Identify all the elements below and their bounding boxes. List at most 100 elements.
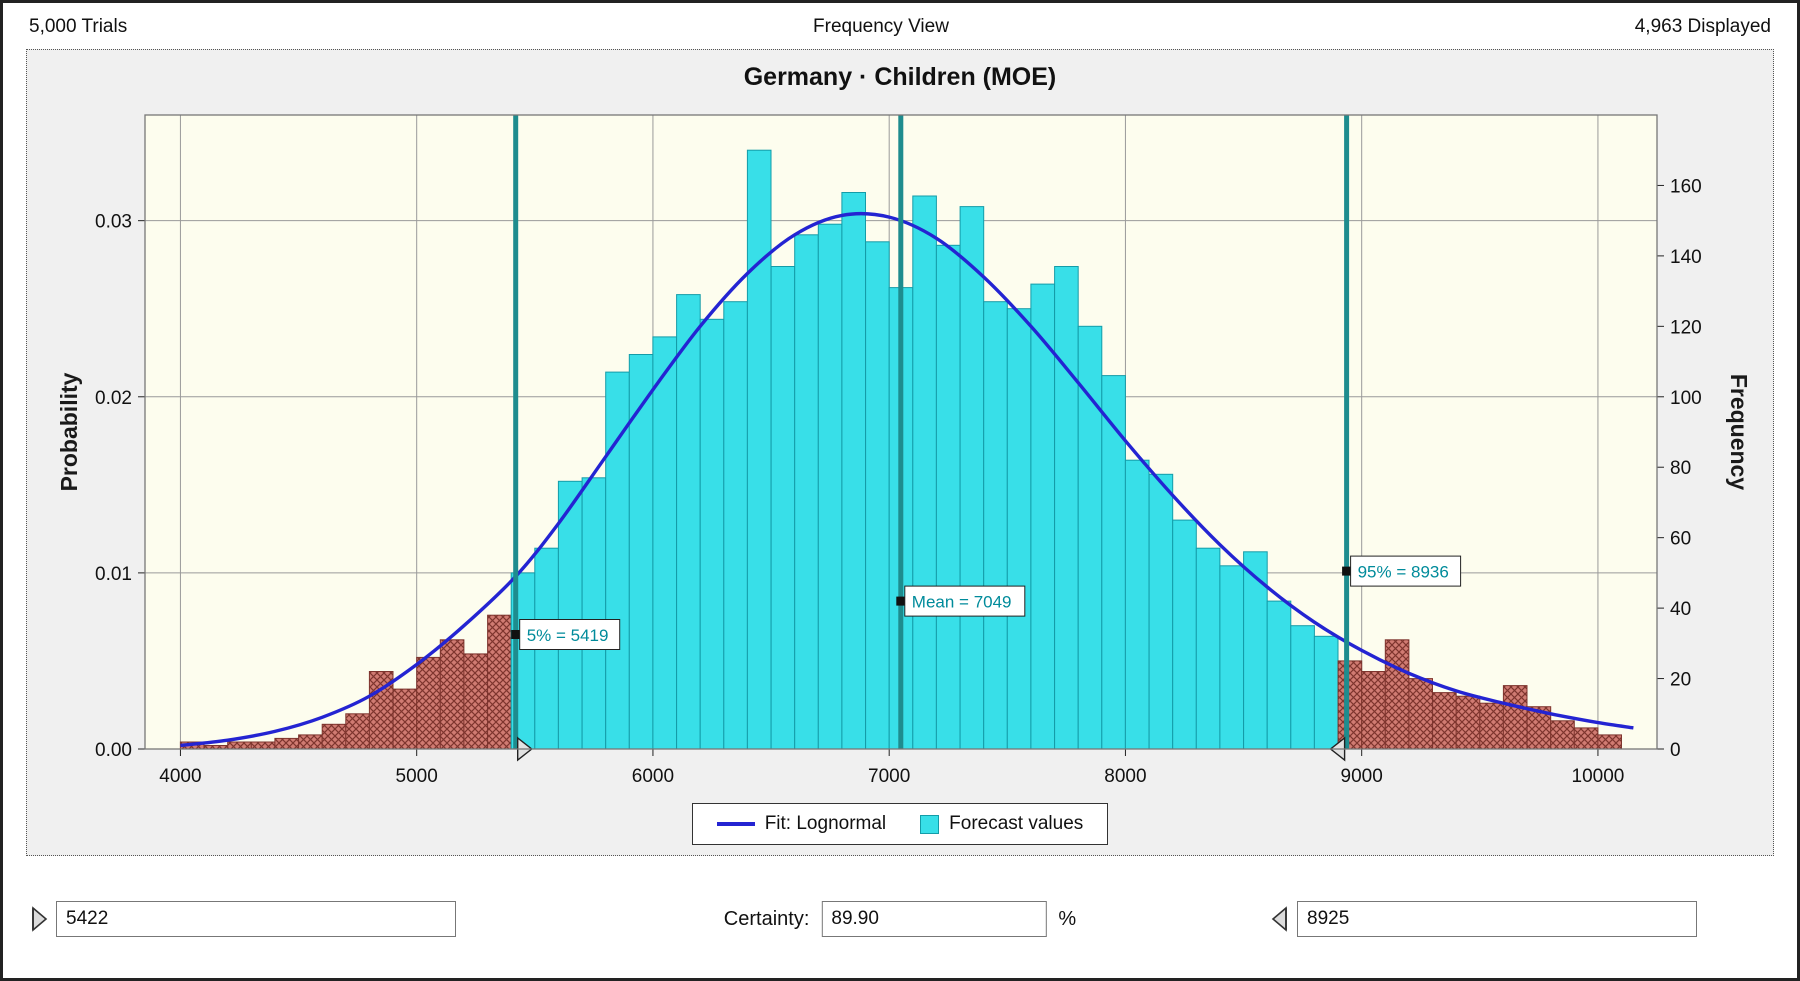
histogram-bar <box>1124 459 1150 750</box>
mean-label: Mean = 7049 <box>912 593 1012 612</box>
histogram-bar <box>416 656 441 750</box>
x-tick-label: 8000 <box>1104 766 1146 787</box>
probability-tick-label: 0.00 <box>95 740 132 761</box>
max-grabber-icon[interactable] <box>1270 905 1290 933</box>
header-bar: 5,000 Trials Frequency View 4,963 Displa… <box>3 3 1797 47</box>
histogram-bar <box>463 653 488 750</box>
histogram-bar <box>274 737 299 750</box>
histogram-bar <box>345 713 370 750</box>
histogram-bar <box>1266 600 1292 750</box>
histogram-bar <box>298 734 323 750</box>
histogram-bar <box>1550 720 1575 750</box>
histogram-bar <box>1148 473 1174 750</box>
x-tick-label: 6000 <box>632 766 674 787</box>
histogram-bar <box>959 206 985 750</box>
histogram-bar <box>770 266 796 750</box>
histogram-bar <box>1195 547 1221 750</box>
p5-marker-handle[interactable] <box>511 630 521 639</box>
histogram-bar <box>935 244 961 750</box>
p5-label: 5% = 5419 <box>527 626 609 645</box>
histogram-bar <box>817 223 843 750</box>
histogram-bar <box>628 354 654 750</box>
histogram-bar <box>250 741 276 750</box>
histogram-bar <box>794 234 819 750</box>
histogram-bar <box>1573 727 1599 750</box>
x-tick-label: 5000 <box>396 766 438 787</box>
legend-fit-label: Fit: Lognormal <box>764 813 887 834</box>
frequency-tick-label: 0 <box>1670 740 1681 761</box>
x-tick-label: 7000 <box>868 766 910 787</box>
histogram-bar <box>983 301 1008 750</box>
right-axis-title: Frequency <box>1726 374 1752 491</box>
legend-box: Fit: Lognormal Forecast values <box>691 803 1109 845</box>
histogram-bar <box>912 195 937 750</box>
forecast-swatch <box>920 814 940 834</box>
certainty-controls: Certainty: % <box>29 896 1771 942</box>
frequency-chart[interactable]: 4000 5000 6000 7000 8000 9000 10000 0.00 0.01 0.0… <box>27 99 1779 799</box>
fit-curve <box>180 211 1634 748</box>
histogram-bar <box>1479 702 1504 750</box>
mean-label-box <box>904 585 1026 617</box>
histogram-bar <box>1455 695 1481 750</box>
legend-fit-item: Fit: Lognormal <box>716 813 887 835</box>
mean-marker-handle[interactable] <box>896 596 906 606</box>
p5-label-box <box>519 619 621 650</box>
displayed-count: 4,963 Displayed <box>1634 16 1771 37</box>
frequency-tick-label: 140 <box>1670 247 1702 268</box>
max-control-group <box>1270 896 1697 942</box>
x-tick-label: 4000 <box>159 766 201 787</box>
histogram-bar <box>1597 734 1623 750</box>
frequency-tick-label: 60 <box>1670 529 1691 550</box>
certainty-field[interactable] <box>821 901 1047 937</box>
chart-panel: Germany · Children (MOE) 4000 5000 6000 700… <box>26 49 1774 856</box>
histogram-bar <box>439 639 465 750</box>
histogram-bar <box>1337 660 1363 750</box>
histogram-bar <box>227 741 252 750</box>
min-grabber-icon[interactable] <box>29 905 49 933</box>
histogram-bar <box>1384 639 1410 750</box>
p95-label: 95% = 8936 <box>1358 563 1449 582</box>
histogram-bar <box>1054 266 1079 750</box>
histogram-bar <box>841 192 867 750</box>
histogram-bar <box>1361 671 1386 750</box>
histogram-bar <box>1030 283 1056 750</box>
frequency-tick-label: 80 <box>1670 458 1691 479</box>
legend: Fit: Lognormal Forecast values <box>27 803 1773 845</box>
histogram-bar <box>723 301 748 750</box>
min-control-group <box>29 896 456 942</box>
histogram-bar <box>652 336 678 750</box>
probability-tick-label: 0.02 <box>95 388 132 409</box>
histogram-bar <box>1290 625 1315 750</box>
max-field[interactable] <box>1297 901 1697 937</box>
probability-tick-label: 0.03 <box>95 212 132 233</box>
histogram-bar <box>321 723 347 750</box>
histogram-bar <box>699 318 725 750</box>
histogram-bar <box>1006 308 1032 750</box>
histogram-bar <box>676 294 701 750</box>
histogram-bar <box>1408 678 1434 750</box>
p95-label-box <box>1350 555 1462 587</box>
histogram-bar <box>746 149 772 750</box>
frequency-tick-label: 40 <box>1670 599 1691 620</box>
certainty-group: Certainty: % <box>724 896 1076 942</box>
histogram-bar <box>581 477 607 750</box>
legend-forecast-item: Forecast values <box>920 813 1083 835</box>
left-axis-title: Probability <box>56 372 82 491</box>
x-tick-label: 10000 <box>1572 766 1625 787</box>
frequency-tick-label: 20 <box>1670 670 1691 691</box>
p95-marker-handle[interactable] <box>1342 566 1352 576</box>
fit-line-swatch <box>716 822 755 826</box>
percent-label: % <box>1058 907 1077 930</box>
histogram-bar <box>1219 565 1245 750</box>
certainty-label: Certainty: <box>723 907 810 930</box>
probability-tick-label: 0.01 <box>95 564 132 585</box>
histogram-bar <box>1313 635 1339 750</box>
chart-title: Germany · Children (MOE) <box>743 63 1057 91</box>
x-tick-label: 9000 <box>1341 766 1383 787</box>
min-field[interactable] <box>56 901 456 937</box>
frequency-tick-label: 120 <box>1670 317 1702 338</box>
histogram-bar <box>865 241 890 750</box>
legend-forecast-label: Forecast values <box>949 813 1084 834</box>
trials-count: 5,000 Trials <box>29 16 128 37</box>
